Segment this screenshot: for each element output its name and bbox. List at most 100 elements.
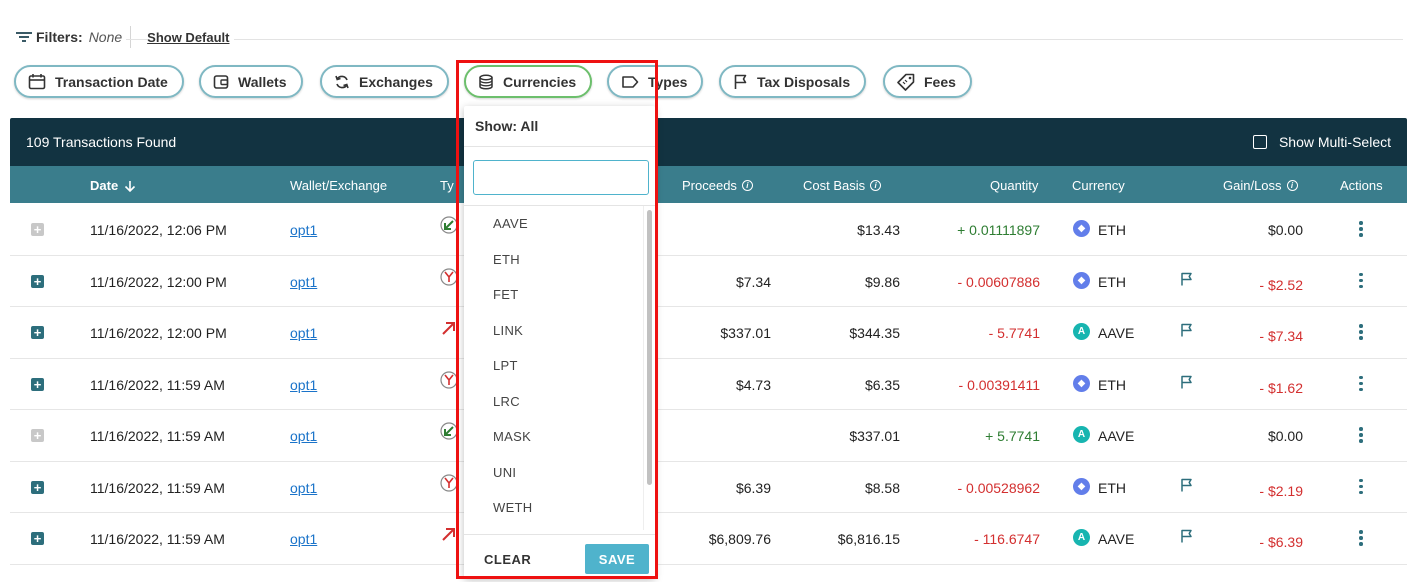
table-row[interactable]: +11/16/2022, 12:00 PM opt1 $337.01 $344.35 -…	[10, 307, 1407, 359]
column-header-gain-loss-label: Gain/Loss	[1223, 178, 1282, 193]
currency-option[interactable]: MASK	[493, 429, 532, 445]
row-gain-loss: - $2.52	[1259, 276, 1303, 293]
fee-type-icon	[440, 473, 458, 495]
column-header-type[interactable]: Ty	[440, 178, 454, 193]
row-date: 11/16/2022, 11:59 AM	[90, 376, 225, 393]
more-actions-icon[interactable]	[1359, 530, 1363, 548]
currency-option[interactable]: LPT	[493, 358, 518, 374]
show-default-link[interactable]: Show Default	[147, 29, 234, 45]
row-wallet-link[interactable]: opt1	[290, 325, 318, 341]
expand-row-button[interactable]: +	[31, 480, 44, 494]
row-date: 11/16/2022, 11:59 AM	[90, 428, 225, 444]
receive-type-icon	[440, 422, 458, 443]
fee-type-icon	[440, 267, 458, 289]
table-row[interactable]: +11/16/2022, 12:00 PM opt1 $7.34 $9.86 - 0.0…	[10, 256, 1407, 307]
row-cost-basis: $6,816.15	[837, 531, 900, 547]
chip-label: Transaction Date	[55, 73, 168, 90]
column-header-cost-basis[interactable]: Cost Basis i	[803, 178, 882, 193]
flag-icon[interactable]	[1180, 375, 1193, 392]
row-wallet-link[interactable]: opt1	[290, 531, 318, 547]
row-date: 11/16/2022, 11:59 AM	[90, 479, 225, 496]
row-quantity: - 5.7741	[988, 325, 1040, 341]
column-header-wallet[interactable]: Wallet/Exchange	[290, 178, 388, 193]
chip-fees[interactable]: Fees	[883, 65, 972, 98]
column-header-cost-basis-label: Cost Basis	[803, 178, 866, 193]
chip-currencies[interactable]: Currencies	[464, 65, 593, 98]
column-header-currency[interactable]: Currency	[1072, 178, 1125, 193]
filter-icon	[16, 31, 32, 43]
row-wallet-link[interactable]: opt1	[290, 222, 318, 238]
expand-row-button: +	[31, 429, 44, 442]
more-actions-icon[interactable]	[1359, 375, 1363, 394]
chip-label: Exchanges	[359, 73, 433, 90]
save-button[interactable]: SAVE	[585, 544, 649, 574]
currency-option[interactable]: UNI	[493, 464, 517, 480]
chip-wallets[interactable]: Wallets	[199, 65, 303, 98]
more-actions-icon[interactable]	[1359, 427, 1363, 445]
row-wallet-link[interactable]: opt1	[290, 273, 318, 290]
more-actions-icon[interactable]	[1359, 272, 1363, 291]
expand-row-button[interactable]: +	[31, 274, 44, 288]
currency-option[interactable]: AAVE	[493, 216, 528, 232]
currency-option[interactable]: ETH	[493, 251, 520, 267]
expand-row-button[interactable]: +	[31, 377, 44, 391]
coins-icon	[479, 74, 493, 90]
row-currency: ETH	[1098, 273, 1126, 290]
flag-icon[interactable]	[1180, 272, 1193, 289]
flag-icon[interactable]	[1180, 323, 1193, 340]
row-gain-loss: - $7.34	[1259, 328, 1303, 344]
chip-label: Tax Disposals	[757, 73, 851, 90]
chip-tax-disposals[interactable]: Tax Disposals	[719, 65, 867, 98]
more-actions-icon[interactable]	[1359, 324, 1363, 342]
divider	[464, 146, 655, 147]
table-row[interactable]: +11/16/2022, 12:06 PM opt1 $13.43 + 0.01111…	[10, 204, 1407, 256]
currency-option[interactable]: FET	[493, 287, 519, 303]
eth-coin-icon: ◆	[1073, 271, 1090, 289]
table-row[interactable]: +11/16/2022, 11:59 AM opt1 $6,809.76 $6,816…	[10, 513, 1407, 565]
currency-list: AAVE ETH FET LINK LPT LRC MASK UNI WETH	[464, 206, 642, 530]
currency-option[interactable]: WETH	[493, 500, 533, 516]
row-proceeds: $6,809.76	[708, 531, 771, 547]
table-column-headers: Date Wallet/Exchange Ty Proceeds i Cost B…	[10, 166, 1407, 203]
column-header-gain-loss[interactable]: Gain/Loss i	[1223, 178, 1298, 193]
row-gain-loss: - $2.19	[1259, 482, 1303, 499]
divider	[464, 534, 655, 535]
calendar-icon	[28, 74, 46, 90]
currency-option[interactable]: LINK	[493, 322, 524, 338]
table-row[interactable]: +11/16/2022, 11:59 AM opt1 $337.01 + 5.7741…	[10, 410, 1407, 462]
column-header-proceeds[interactable]: Proceeds i	[682, 178, 753, 193]
chip-exchanges[interactable]: Exchanges	[320, 65, 449, 98]
filters-bar: Filters: None Show Default	[16, 26, 1403, 48]
table-row[interactable]: +11/16/2022, 11:59 AM opt1 $4.73 $6.35 - 0.0…	[10, 359, 1407, 410]
more-actions-icon[interactable]	[1359, 221, 1363, 239]
multi-select-checkbox[interactable]	[1252, 135, 1267, 149]
row-date: 11/16/2022, 12:00 PM	[90, 273, 227, 290]
price-tag-icon	[897, 73, 915, 91]
clear-button[interactable]: CLEAR	[484, 552, 532, 567]
flag-icon[interactable]	[1180, 529, 1193, 546]
row-currency: ETH	[1098, 376, 1126, 393]
table-row[interactable]: +11/16/2022, 11:59 AM opt1 $6.39 $8.58 - 0.0…	[10, 462, 1407, 513]
row-proceeds: $6.39	[735, 479, 771, 496]
scrollbar-thumb[interactable]	[647, 210, 652, 485]
more-actions-icon[interactable]	[1359, 478, 1363, 497]
chip-types[interactable]: Types	[607, 65, 704, 98]
multi-select-toggle[interactable]: Show Multi-Select	[1252, 134, 1391, 150]
row-wallet-link[interactable]: opt1	[290, 479, 318, 496]
filters-value: None	[88, 29, 123, 45]
expand-row-button[interactable]: +	[31, 326, 44, 339]
currency-option[interactable]: LRC	[493, 393, 520, 409]
currency-search-input[interactable]	[473, 160, 649, 195]
row-wallet-link[interactable]: opt1	[290, 376, 318, 393]
column-header-quantity[interactable]: Quantity	[990, 178, 1039, 193]
flag-icon[interactable]	[1180, 478, 1193, 495]
chip-transaction-date[interactable]: Transaction Date	[14, 65, 184, 98]
currency-list-scrollbar[interactable]	[643, 206, 655, 530]
row-wallet-link[interactable]: opt1	[290, 428, 318, 444]
row-gain-loss: - $6.39	[1259, 534, 1303, 550]
column-header-date[interactable]: Date	[90, 178, 136, 193]
row-cost-basis: $8.58	[864, 479, 900, 496]
expand-row-button[interactable]: +	[31, 532, 44, 545]
sync-icon	[335, 75, 349, 88]
info-icon: i	[1286, 180, 1298, 191]
